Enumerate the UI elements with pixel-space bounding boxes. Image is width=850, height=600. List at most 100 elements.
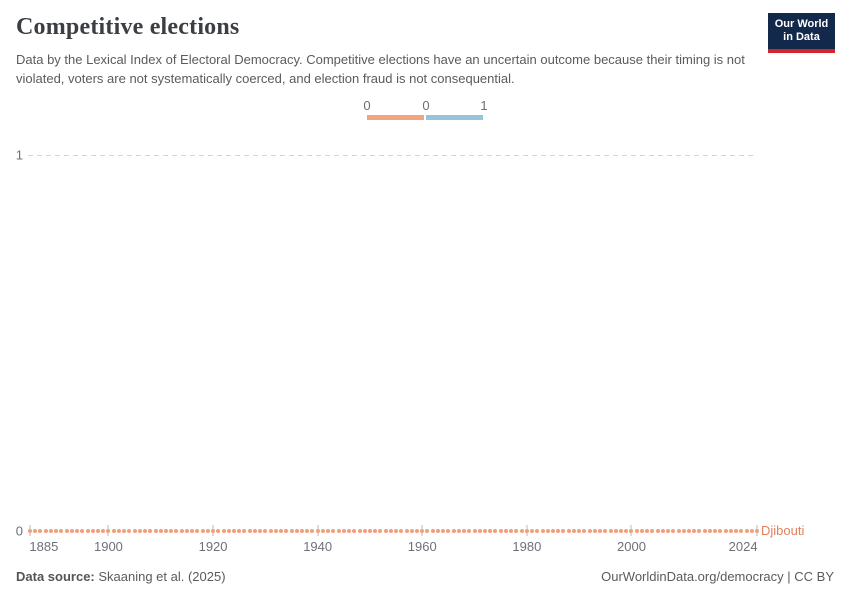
data-point xyxy=(582,529,587,533)
data-point xyxy=(305,529,310,533)
data-point xyxy=(524,529,529,533)
data-point xyxy=(519,529,524,533)
x-axis-tick-label: 2024 xyxy=(728,539,758,554)
data-point xyxy=(299,529,304,533)
data-point xyxy=(33,529,38,533)
data-point xyxy=(451,529,456,533)
data-point xyxy=(48,529,53,533)
data-point xyxy=(347,529,352,533)
data-point xyxy=(341,529,346,533)
data-point xyxy=(629,529,634,533)
x-axis-tick-label: 1960 xyxy=(407,539,437,554)
gridline-y1 xyxy=(28,155,753,156)
data-point xyxy=(263,529,268,533)
data-point xyxy=(488,529,493,533)
chart-footer: Data source: Skaaning et al. (2025) OurW… xyxy=(16,569,834,584)
data-point xyxy=(258,529,263,533)
data-point xyxy=(43,529,48,533)
data-point xyxy=(357,529,362,533)
data-point xyxy=(205,529,210,533)
data-point xyxy=(702,529,707,533)
data-point xyxy=(200,529,205,533)
data-point xyxy=(545,529,550,533)
data-point xyxy=(101,529,106,533)
page-title: Competitive elections xyxy=(16,14,240,40)
data-point xyxy=(571,529,576,533)
legend-edge-label-min: 0 xyxy=(363,98,371,113)
license-credit-link[interactable]: OurWorldinData.org/democracy | CC BY xyxy=(601,569,834,584)
data-point xyxy=(456,529,461,533)
data-point xyxy=(378,529,383,533)
data-point xyxy=(132,529,137,533)
data-source-text: Data source: Skaaning et al. (2025) xyxy=(16,569,226,584)
data-point xyxy=(676,529,681,533)
data-point xyxy=(577,529,582,533)
data-point xyxy=(59,529,64,533)
data-point xyxy=(231,529,236,533)
data-point xyxy=(603,529,608,533)
data-point xyxy=(666,529,671,533)
data-point xyxy=(540,529,545,533)
data-point xyxy=(116,529,121,533)
data-point xyxy=(153,529,158,533)
owid-logo-red-bar xyxy=(768,49,835,53)
data-point xyxy=(38,529,43,533)
data-point xyxy=(498,529,503,533)
owid-logo-line1: Our World xyxy=(774,18,829,30)
data-point xyxy=(655,529,660,533)
data-point xyxy=(190,529,195,533)
data-point xyxy=(158,529,163,533)
data-point xyxy=(556,529,561,533)
data-point xyxy=(179,529,184,533)
data-point xyxy=(279,529,284,533)
legend-bin-1[interactable] xyxy=(426,115,483,120)
data-point xyxy=(163,529,168,533)
data-point xyxy=(608,529,613,533)
data-point xyxy=(331,529,336,533)
data-point xyxy=(284,529,289,533)
data-point xyxy=(755,529,759,533)
data-point xyxy=(315,529,320,533)
data-point xyxy=(237,529,242,533)
series-label-djibouti[interactable]: Djibouti xyxy=(761,523,805,539)
data-point xyxy=(687,529,691,533)
data-point xyxy=(467,529,472,533)
data-point xyxy=(420,529,425,533)
data-point xyxy=(310,529,315,533)
data-point xyxy=(111,529,116,533)
data-point xyxy=(28,529,32,533)
data-point xyxy=(707,529,712,533)
x-axis-tick-label: 1980 xyxy=(512,539,542,554)
data-point xyxy=(367,529,372,533)
data-point xyxy=(326,529,331,533)
legend-edge-label-mid: 0 xyxy=(422,98,430,113)
data-point xyxy=(697,529,702,533)
data-point xyxy=(613,529,618,533)
x-axis-tick-label: 1885 xyxy=(29,539,59,554)
data-point xyxy=(268,529,273,533)
data-point xyxy=(744,529,749,533)
data-point xyxy=(226,529,231,533)
legend-bin-0[interactable] xyxy=(367,115,424,120)
data-point xyxy=(723,529,728,533)
data-point xyxy=(493,529,498,533)
data-point xyxy=(660,529,665,533)
data-point xyxy=(216,529,221,533)
data-point xyxy=(509,529,514,533)
data-point xyxy=(425,529,430,533)
data-point xyxy=(294,529,299,533)
owid-logo[interactable]: Our World in Data xyxy=(768,13,835,53)
data-point xyxy=(388,529,393,533)
data-point xyxy=(530,529,535,533)
data-point xyxy=(435,529,440,533)
data-point xyxy=(252,529,257,533)
data-point xyxy=(362,529,367,533)
data-point xyxy=(734,529,739,533)
owid-logo-line2: in Data xyxy=(783,31,820,43)
data-point xyxy=(320,529,325,533)
data-point xyxy=(477,529,482,533)
data-point xyxy=(409,529,414,533)
y-axis-label-0: 0 xyxy=(15,523,23,539)
data-point xyxy=(718,529,723,533)
x-axis-tick-label: 1940 xyxy=(303,539,333,554)
